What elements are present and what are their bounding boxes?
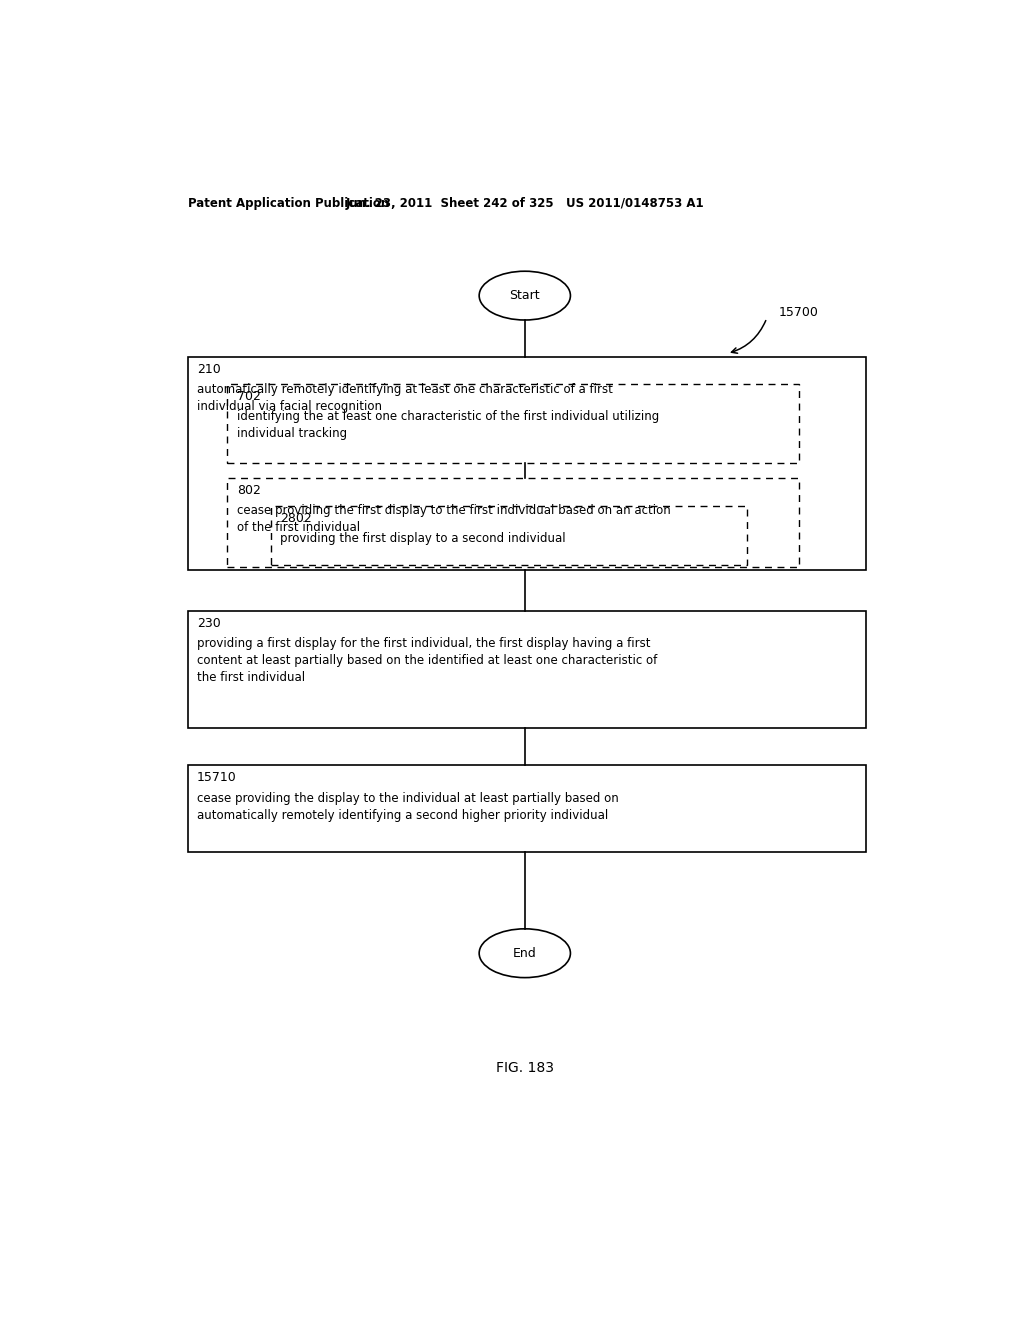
Text: 702: 702 (237, 391, 260, 403)
Text: Start: Start (510, 289, 540, 302)
Bar (227, 478, 799, 568)
Text: providing a first display for the first individual, the first display having a f: providing a first display for the first … (197, 638, 657, 684)
Text: Jun. 23, 2011  Sheet 242 of 325   US 2011/0148753 A1: Jun. 23, 2011 Sheet 242 of 325 US 2011/0… (345, 197, 705, 210)
Bar (227, 384, 799, 463)
Bar (187, 356, 866, 570)
Text: cease providing the first display to the first individual based on an action
of : cease providing the first display to the… (237, 504, 671, 535)
Text: cease providing the display to the individual at least partially based on
automa: cease providing the display to the indiv… (197, 792, 618, 821)
Bar (187, 766, 866, 851)
Text: automatically remotely identifying at least one characteristic of a first
indivi: automatically remotely identifying at le… (197, 383, 613, 413)
Text: 15700: 15700 (778, 306, 818, 319)
Text: 230: 230 (197, 616, 221, 630)
Text: End: End (513, 946, 537, 960)
Text: FIG. 183: FIG. 183 (496, 1061, 554, 1074)
Text: 210: 210 (197, 363, 221, 376)
Bar (187, 611, 866, 727)
Text: identifying the at least one characteristic of the first individual utilizing
in: identifying the at least one characteris… (237, 411, 659, 441)
Text: providing the first display to a second individual: providing the first display to a second … (281, 532, 566, 545)
Text: 802: 802 (237, 483, 260, 496)
Bar (270, 506, 748, 565)
Text: Patent Application Publication: Patent Application Publication (187, 197, 389, 210)
Text: 15710: 15710 (197, 771, 237, 784)
Text: 2802: 2802 (281, 512, 312, 525)
